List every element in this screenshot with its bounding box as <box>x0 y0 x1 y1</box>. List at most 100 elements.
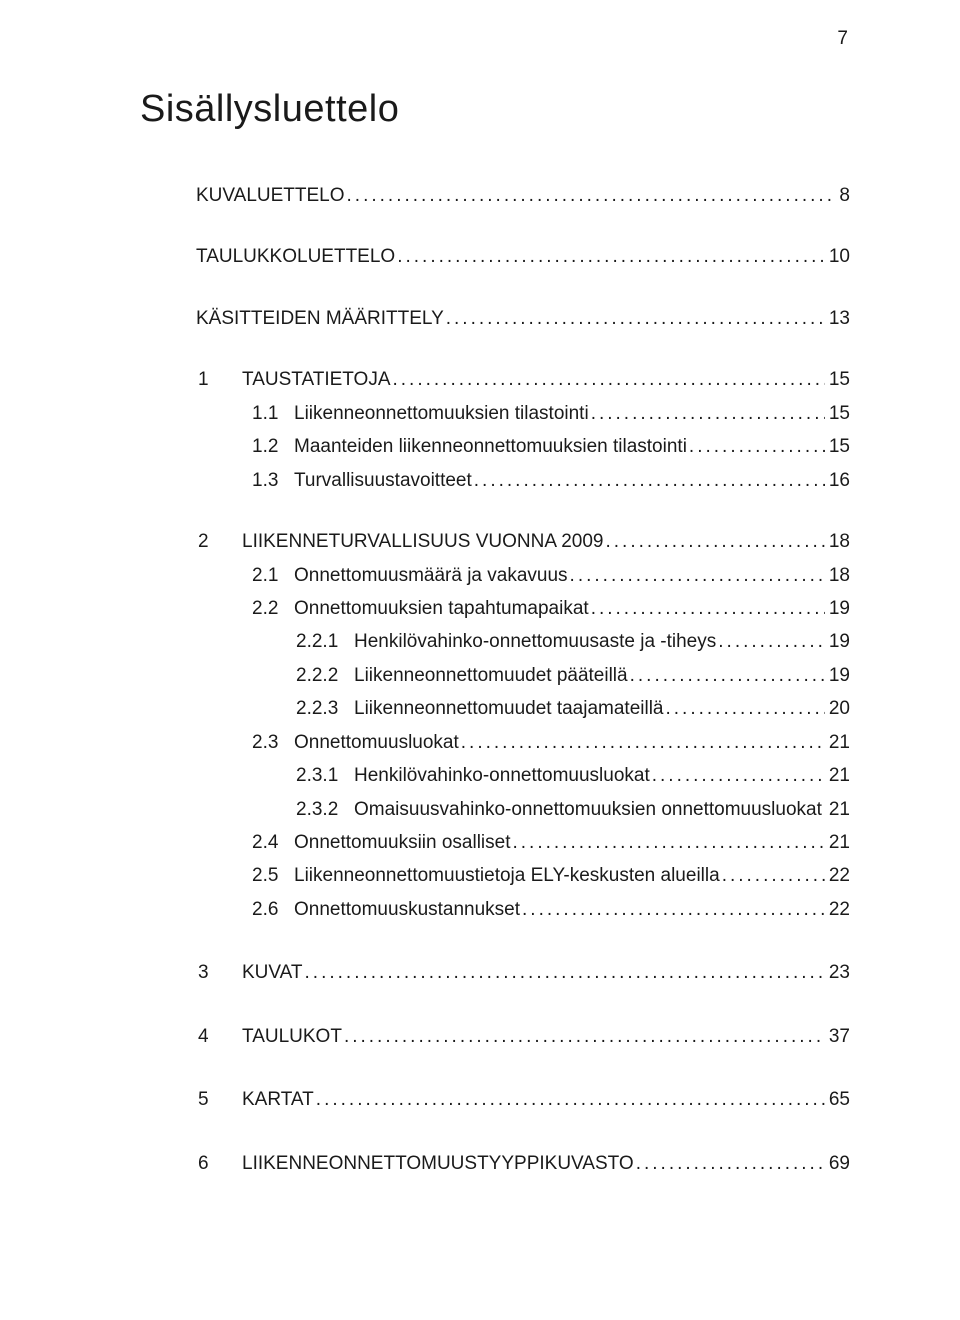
toc-number: 2.3.1 <box>296 761 354 790</box>
toc-number: 1 <box>198 365 242 394</box>
toc-leader-dots <box>397 242 825 271</box>
toc-entry: 2.2.3Liikenneonnettomuudet taajamateillä… <box>296 694 850 723</box>
spacer <box>140 928 850 958</box>
toc-label: LIIKENNETURVALLISUUS VUONNA 2009 <box>242 527 604 556</box>
toc-leader-dots <box>513 828 825 857</box>
toc-leader-dots <box>522 895 825 924</box>
toc-entry: 1.2Maanteiden liikenneonnettomuuksien ti… <box>252 432 850 461</box>
table-of-contents: KUVALUETTELO 8 TAULUKKOLUETTELO 10 KÄSITTEID… <box>140 181 850 1178</box>
toc-leader-dots <box>591 399 825 428</box>
toc-page: 21 <box>827 728 850 757</box>
toc-number: 1.3 <box>252 466 294 495</box>
toc-number: 2.2.1 <box>296 627 354 656</box>
toc-label: Liikenneonnettomuustietoja ELY-keskusten… <box>294 861 720 890</box>
spacer <box>140 337 850 365</box>
toc-label: Onnettomuuksien tapahtumapaikat <box>294 594 589 623</box>
toc-page: 8 <box>837 181 850 210</box>
toc-label: KUVAT <box>242 958 303 987</box>
toc-entry: 6LIIKENNEONNETTOMUUSTYYPPIKUVASTO 69 <box>198 1149 850 1178</box>
toc-leader-dots <box>344 1022 825 1051</box>
toc-page: 19 <box>827 661 850 690</box>
toc-entry: 2.1Onnettomuusmäärä ja vakavuus 18 <box>252 561 850 590</box>
toc-label: TAULUKOT <box>242 1022 342 1051</box>
toc-leader-dots <box>718 627 825 656</box>
toc-page: 37 <box>827 1022 850 1051</box>
toc-entry: 1TAUSTATIETOJA15 <box>198 365 850 394</box>
toc-entry: 3KUVAT23 <box>198 958 850 987</box>
toc-entry: 2LIIKENNETURVALLISUUS VUONNA 2009 18 <box>198 527 850 556</box>
toc-page: 19 <box>827 594 850 623</box>
toc-label: Liikenneonnettomuuksien tilastointi <box>294 399 589 428</box>
toc-entry: 2.3.2Omaisuusvahinko-onnettomuuksien onn… <box>296 795 850 824</box>
toc-number: 2 <box>198 527 242 556</box>
toc-label: Onnettomuuksiin osalliset <box>294 828 511 857</box>
toc-page: 16 <box>827 466 850 495</box>
toc-label: LIIKENNEONNETTOMUUSTYYPPIKUVASTO <box>242 1149 634 1178</box>
toc-label: Onnettomuusluokat <box>294 728 459 757</box>
toc-leader-dots <box>570 561 825 590</box>
toc-label: KUVALUETTELO <box>196 181 345 210</box>
spacer <box>140 214 850 242</box>
toc-number: 1.2 <box>252 432 294 461</box>
toc-page: 13 <box>827 304 850 333</box>
spacer <box>140 499 850 527</box>
spacer <box>140 276 850 304</box>
toc-number: 2.6 <box>252 895 294 924</box>
toc-number: 2.3.2 <box>296 795 354 824</box>
toc-entry: 2.4Onnettomuuksiin osalliset 21 <box>252 828 850 857</box>
toc-entry: 2.5Liikenneonnettomuustietoja ELY-keskus… <box>252 861 850 890</box>
toc-leader-dots <box>630 661 825 690</box>
toc-page: 21 <box>827 828 850 857</box>
toc-page: 21 <box>827 761 850 790</box>
toc-entry: 2.2.1Henkilövahinko-onnettomuusaste ja -… <box>296 627 850 656</box>
toc-page: 20 <box>827 694 850 723</box>
toc-number: 2.4 <box>252 828 294 857</box>
toc-page: 69 <box>827 1149 850 1178</box>
toc-page: 18 <box>827 561 850 590</box>
toc-label: Liikenneonnettomuudet taajamateillä <box>354 694 664 723</box>
toc-label: Omaisuusvahinko-onnettomuuksien onnettom… <box>354 795 822 824</box>
toc-leader-dots <box>316 1085 825 1114</box>
toc-label: Onnettomuuskustannukset <box>294 895 520 924</box>
toc-page: 18 <box>827 527 850 556</box>
spacer <box>140 1055 850 1085</box>
toc-label: Liikenneonnettomuudet pääteillä <box>354 661 628 690</box>
toc-leader-dots <box>652 761 825 790</box>
toc-leader-dots <box>305 958 825 987</box>
toc-entry: KUVALUETTELO 8 <box>140 181 850 210</box>
toc-entry: 1.1Liikenneonnettomuuksien tilastointi15 <box>252 399 850 428</box>
toc-number: 2.5 <box>252 861 294 890</box>
toc-leader-dots <box>347 181 836 210</box>
toc-page: 15 <box>827 399 850 428</box>
toc-leader-dots <box>606 527 825 556</box>
toc-page: 21 <box>827 795 850 824</box>
toc-label: TAULUKKOLUETTELO <box>196 242 395 271</box>
toc-leader-dots <box>666 694 825 723</box>
page-number: 7 <box>837 28 848 50</box>
toc-entry: 2.3.1Henkilövahinko-onnettomuusluokat21 <box>296 761 850 790</box>
toc-leader-dots <box>591 594 825 623</box>
toc-leader-dots <box>474 466 825 495</box>
toc-number: 2.1 <box>252 561 294 590</box>
toc-label: Maanteiden liikenneonnettomuuksien tilas… <box>294 432 687 461</box>
toc-entry: 5KARTAT65 <box>198 1085 850 1114</box>
toc-number: 2.2.3 <box>296 694 354 723</box>
toc-label: Onnettomuusmäärä ja vakavuus <box>294 561 568 590</box>
toc-page: 22 <box>827 861 850 890</box>
toc-entry: 2.3Onnettomuusluokat21 <box>252 728 850 757</box>
toc-number: 2.2 <box>252 594 294 623</box>
toc-number: 5 <box>198 1085 242 1114</box>
toc-leader-dots <box>393 365 825 394</box>
toc-leader-dots <box>689 432 825 461</box>
toc-entry: TAULUKKOLUETTELO 10 <box>140 242 850 271</box>
toc-entry: 2.2.2Liikenneonnettomuudet pääteillä 19 <box>296 661 850 690</box>
toc-page: 10 <box>827 242 850 271</box>
toc-number: 4 <box>198 1022 242 1051</box>
toc-label: KARTAT <box>242 1085 314 1114</box>
toc-entry: 2.6Onnettomuuskustannukset22 <box>252 895 850 924</box>
toc-entry: KÄSITTEIDEN MÄÄRITTELY13 <box>140 304 850 333</box>
toc-number: 6 <box>198 1149 242 1178</box>
toc-number: 2.2.2 <box>296 661 354 690</box>
toc-page: 23 <box>827 958 850 987</box>
page-title: Sisällysluettelo <box>140 88 850 131</box>
